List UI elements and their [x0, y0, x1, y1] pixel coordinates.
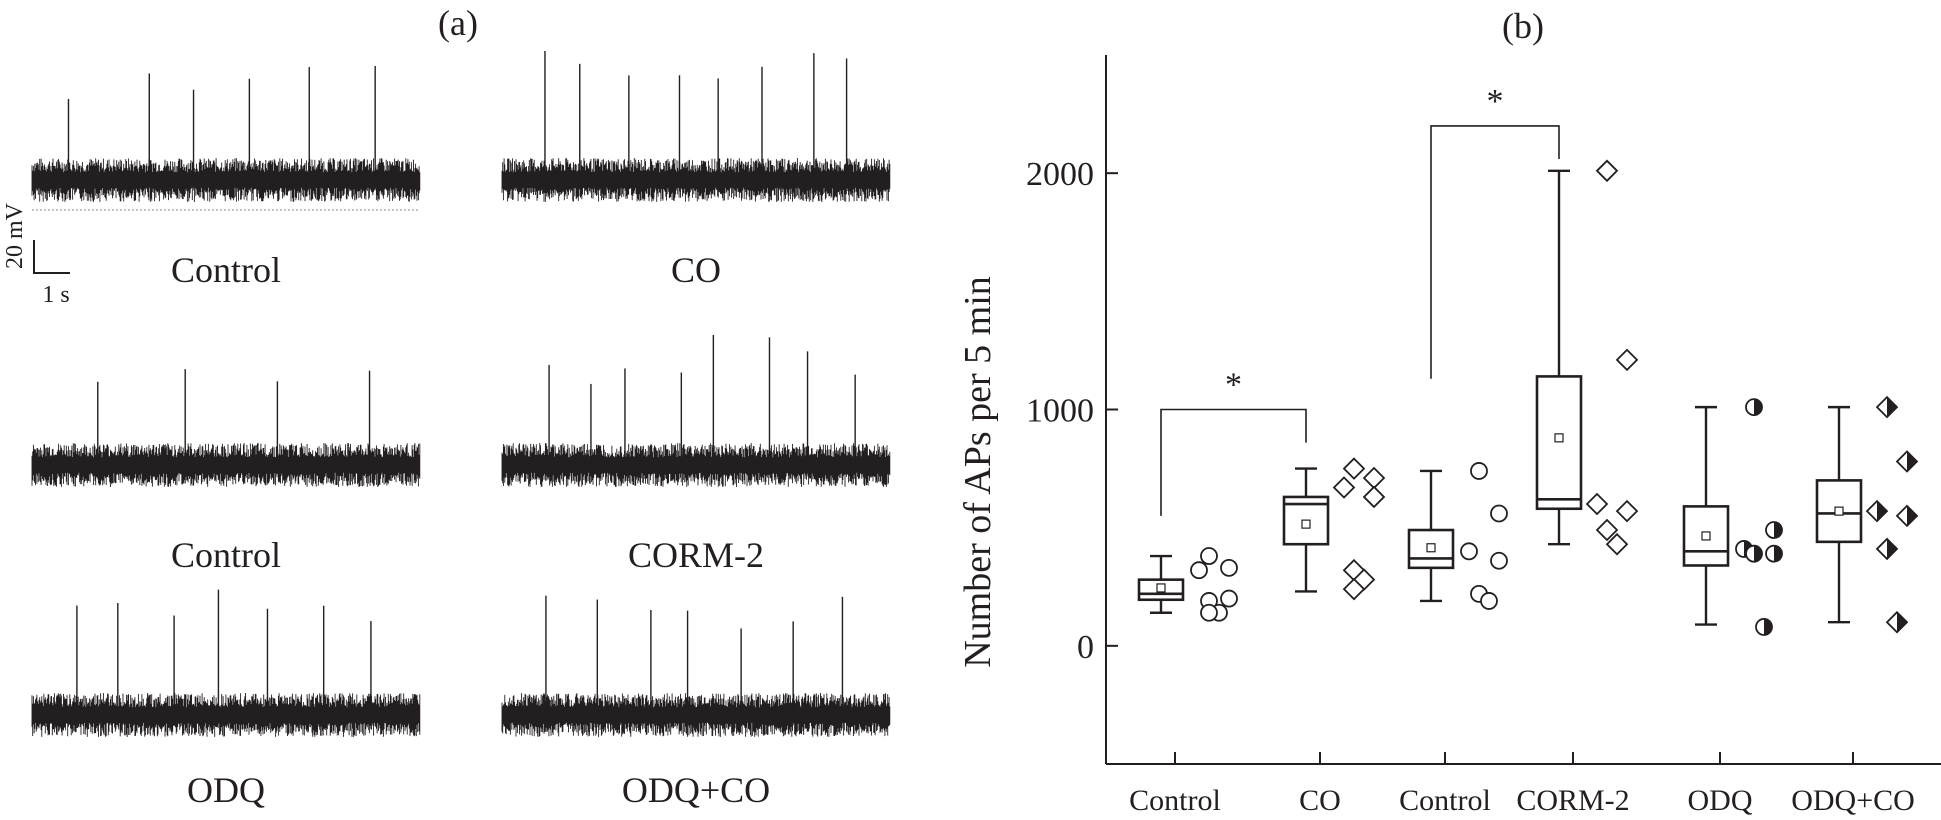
- data-point-half-circle: [1765, 521, 1783, 539]
- box-1: [1137, 547, 1238, 622]
- data-point-circle: [1460, 542, 1478, 561]
- data-point-half-diamond: [1865, 499, 1889, 523]
- significance-bracket: *: [1430, 83, 1560, 379]
- data-point-circle: [1480, 592, 1498, 610]
- x-tick-label: CORM-2: [1516, 784, 1629, 817]
- trace-label: CORM-2: [628, 535, 764, 575]
- bracket-line: [1430, 125, 1560, 379]
- trace-label: Control: [171, 535, 281, 575]
- noise-band: [31, 693, 421, 737]
- significance-label: *: [1225, 367, 1242, 404]
- data-point-diamond: [1362, 466, 1386, 490]
- bracket-line: [1160, 408, 1307, 516]
- y-tick-label: 1000: [1026, 393, 1094, 430]
- data-point-diamond: [1615, 348, 1639, 372]
- data-point-half-circle: [1765, 544, 1783, 563]
- data-point-circle: [1220, 558, 1238, 577]
- box-3: [1407, 462, 1508, 610]
- mean-marker: [1834, 506, 1844, 516]
- data-point-half-diamond: [1875, 537, 1899, 561]
- data-point-circle: [1490, 504, 1508, 523]
- data-point-diamond: [1595, 159, 1619, 183]
- box-iqr: [1815, 479, 1863, 544]
- x-tick-label: Control: [1399, 784, 1491, 817]
- data-point-diamond: [1595, 518, 1619, 542]
- significance-bracket: *: [1160, 367, 1307, 516]
- data-point-circle: [1220, 589, 1238, 608]
- panel-a-label: (a): [438, 3, 478, 43]
- data-point-half-diamond: [1875, 395, 1899, 419]
- data-point-diamond: [1342, 577, 1366, 601]
- box-2: [1282, 457, 1386, 601]
- data-point-half-circle: [1745, 544, 1763, 563]
- x-tick-label: ODQ: [1688, 784, 1753, 817]
- panel-a: (a) Control CO Control CORM-2 ODQ ODQ+CO 20 m…: [2, 3, 891, 810]
- trace-label: Control: [171, 250, 281, 290]
- scale-bar-voltage-label: 20 mV: [2, 202, 28, 269]
- trace-group: Control CO Control CORM-2 ODQ ODQ+CO: [31, 51, 891, 810]
- x-tick-label: CO: [1299, 784, 1341, 817]
- data-point-diamond: [1585, 492, 1609, 516]
- panel-b-label: (b): [1502, 6, 1544, 46]
- data-point-diamond: [1615, 499, 1639, 523]
- data-point-half-diamond: [1895, 504, 1919, 528]
- mean-marker: [1554, 433, 1564, 443]
- data-point-circle: [1200, 547, 1218, 565]
- box-plot: 0 1000 2000 Control CO Control CORM-2 ODQ ODQ+CO…: [1026, 55, 1941, 817]
- trace-label: CO: [671, 250, 721, 290]
- noise-band: [31, 158, 421, 202]
- data-point-half-diamond: [1895, 450, 1919, 473]
- y-tick-label: 2000: [1026, 156, 1094, 193]
- trace-5: ODQ: [31, 589, 421, 810]
- trace-6: ODQ+CO: [501, 595, 891, 810]
- data-point-circle: [1200, 603, 1218, 622]
- box-iqr: [1535, 375, 1583, 511]
- mean-marker: [1701, 531, 1711, 541]
- y-tick-label: 0: [1077, 629, 1094, 666]
- y-axis-label: Number of APs per 5 min: [957, 276, 999, 668]
- x-tick-label: Control: [1129, 784, 1221, 817]
- scale-bar-time-label: 1 s: [42, 282, 69, 308]
- data-point-diamond: [1362, 485, 1386, 509]
- box-5: [1682, 398, 1783, 636]
- data-point-circle: [1490, 551, 1508, 570]
- data-point-circle: [1470, 462, 1488, 480]
- trace-2: CO: [501, 51, 891, 290]
- mean-marker: [1301, 519, 1311, 529]
- panel-b: (b) Number of APs per 5 min 0 1000 2000 Con…: [957, 6, 1941, 817]
- trace-1: Control: [31, 65, 421, 290]
- mean-marker: [1426, 543, 1436, 553]
- noise-band: [501, 693, 891, 737]
- data-point-half-diamond: [1885, 610, 1909, 634]
- trace-label: ODQ: [187, 770, 265, 810]
- data-point-diamond: [1605, 532, 1629, 556]
- noise-band: [501, 158, 891, 202]
- noise-band: [31, 443, 421, 487]
- box-6: [1815, 395, 1919, 634]
- trace-4: CORM-2: [501, 335, 891, 575]
- significance-label: *: [1487, 83, 1504, 120]
- x-tick-label: ODQ+CO: [1791, 784, 1915, 817]
- data-point-diamond: [1342, 457, 1366, 480]
- trace-3: Control: [31, 369, 421, 575]
- scale-bar-lines: [33, 240, 70, 274]
- noise-band: [501, 443, 891, 487]
- data-point-circle: [1190, 561, 1208, 580]
- data-point-diamond: [1332, 476, 1356, 499]
- box-4: [1535, 159, 1639, 556]
- data-point-half-circle: [1745, 398, 1763, 417]
- mean-marker: [1156, 583, 1166, 593]
- data-point-half-circle: [1755, 618, 1773, 636]
- scale-bar: 20 mV 1 s: [2, 202, 70, 308]
- trace-label: ODQ+CO: [622, 770, 770, 810]
